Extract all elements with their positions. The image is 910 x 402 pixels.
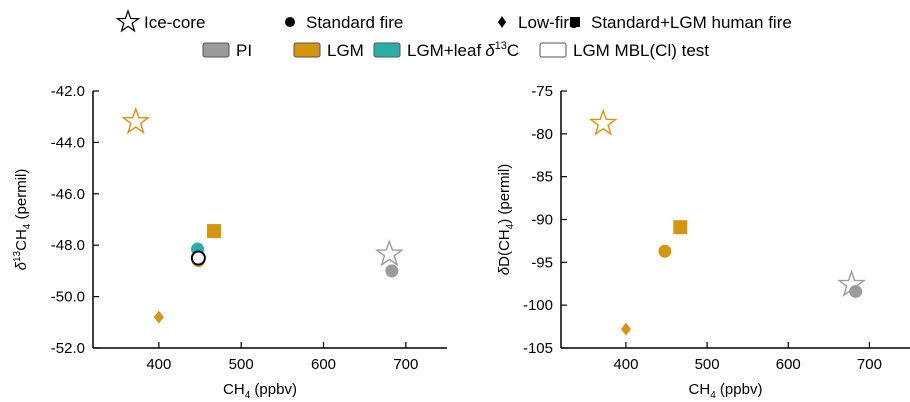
point-star-lgm: [121, 106, 151, 135]
y-tick-label: -95: [531, 254, 553, 271]
legend-swatch-1: [293, 42, 321, 58]
legend-star-icon: [115, 9, 141, 33]
legend-swatch-0: [202, 42, 230, 58]
x-label-tail: (ppbv): [250, 381, 297, 398]
point-circle-lgm-mbl-cl-test: [190, 250, 206, 266]
legend-label-swatch-0: PI: [236, 41, 252, 60]
legend-label-square: Standard+LGM human fire: [591, 13, 792, 32]
panel-delta13c: -52.0 -50.0 -48.0 -46.0 -44.0 -42.0 400 500 600 7…: [12, 83, 447, 401]
y-tick-label: -46.0: [51, 186, 85, 203]
x-tick-label: 500: [229, 356, 254, 373]
y-tick-label: -85: [531, 169, 553, 186]
legend-diamond-icon: [498, 16, 506, 28]
point-square-lgm: [207, 224, 222, 239]
point-circle-pi: [849, 284, 863, 298]
legend-swatch-text: PI: [236, 41, 252, 60]
legend-square-icon: [570, 17, 580, 27]
x-label-main: CH: [223, 381, 245, 398]
y-tick-label: -42.0: [51, 83, 85, 100]
x-label-main: CH: [689, 381, 711, 398]
y-label-part: δ: [496, 266, 513, 275]
legend-label-circle: Standard fire: [306, 13, 403, 32]
y-tick-label: -52.0: [51, 340, 85, 357]
legend-swatch-text: LGM: [327, 41, 364, 60]
point-star-lgm: [588, 108, 618, 136]
y-tick-label: -100: [523, 297, 553, 314]
point-square-lgm: [673, 220, 688, 235]
legend-swatch-2: [373, 42, 401, 58]
y-tick-label: -80: [531, 126, 553, 143]
point-diamond-lgm: [620, 322, 631, 336]
y-label-part: ) (permil): [496, 164, 513, 224]
x-tick-label: 600: [311, 356, 336, 373]
legend-circle-icon: [285, 17, 295, 27]
y-label-part: (permil): [13, 169, 30, 224]
y-axis-label: δ13CH4 (permil): [12, 169, 33, 271]
y-tick-label: -75: [531, 83, 553, 100]
y-label-part: D(CH: [496, 229, 513, 267]
x-label-sub: 4: [245, 390, 251, 401]
y-tick-label: -48.0: [51, 237, 85, 254]
legend: Ice-core Standard fire Low-fire Standard+LG…: [115, 9, 792, 60]
y-tick-label: -90: [531, 212, 553, 229]
legend-label-star: Ice-core: [144, 13, 205, 32]
y-tick-label: -50.0: [51, 289, 85, 306]
legend-label-diamond: Low-fire: [518, 13, 578, 32]
y-label-part: 4: [505, 223, 516, 229]
x-label-sub: 4: [710, 390, 716, 401]
y-label-part: CH: [13, 229, 30, 251]
x-tick-label: 400: [146, 356, 171, 373]
x-tick-label: 700: [393, 356, 418, 373]
x-tick-label: 500: [695, 356, 720, 373]
y-tick-label: -105: [523, 340, 553, 357]
legend-label-swatch-1: LGM: [327, 41, 364, 60]
y-axis-label: δD(CH4) (permil): [496, 164, 516, 275]
x-tick-label: 400: [613, 356, 638, 373]
x-tick-label: 600: [776, 356, 801, 373]
y-label-part: 4: [22, 223, 33, 229]
x-axis-label: CH4 (ppbv): [223, 381, 297, 401]
legend-label-swatch-3: LGM MBL(Cl) test: [573, 41, 709, 60]
legend-sup: 13: [495, 40, 507, 52]
legend-swatch-3: [539, 42, 567, 58]
point-circle-pi: [385, 264, 399, 278]
legend-delta-symbol: δ: [485, 41, 495, 60]
legend-swatch-text: LGM+leaf: [407, 41, 481, 60]
legend-swatch-text: LGM MBL(Cl) test: [573, 41, 709, 60]
legend-label-swatch-2: LGM+leaf δ13C: [407, 40, 519, 60]
x-label-tail: (ppbv): [716, 381, 763, 398]
y-tick-label: -44.0: [51, 134, 85, 151]
point-star-pi: [374, 239, 404, 267]
point-circle-lgm: [658, 244, 672, 258]
point-diamond-lgm: [153, 310, 164, 324]
y-label-part: 13: [12, 250, 23, 262]
x-tick-label: 700: [857, 356, 882, 373]
x-axis-label: CH4 (ppbv): [689, 381, 763, 401]
legend-c: C: [507, 41, 519, 60]
y-label-part: δ: [13, 261, 30, 270]
